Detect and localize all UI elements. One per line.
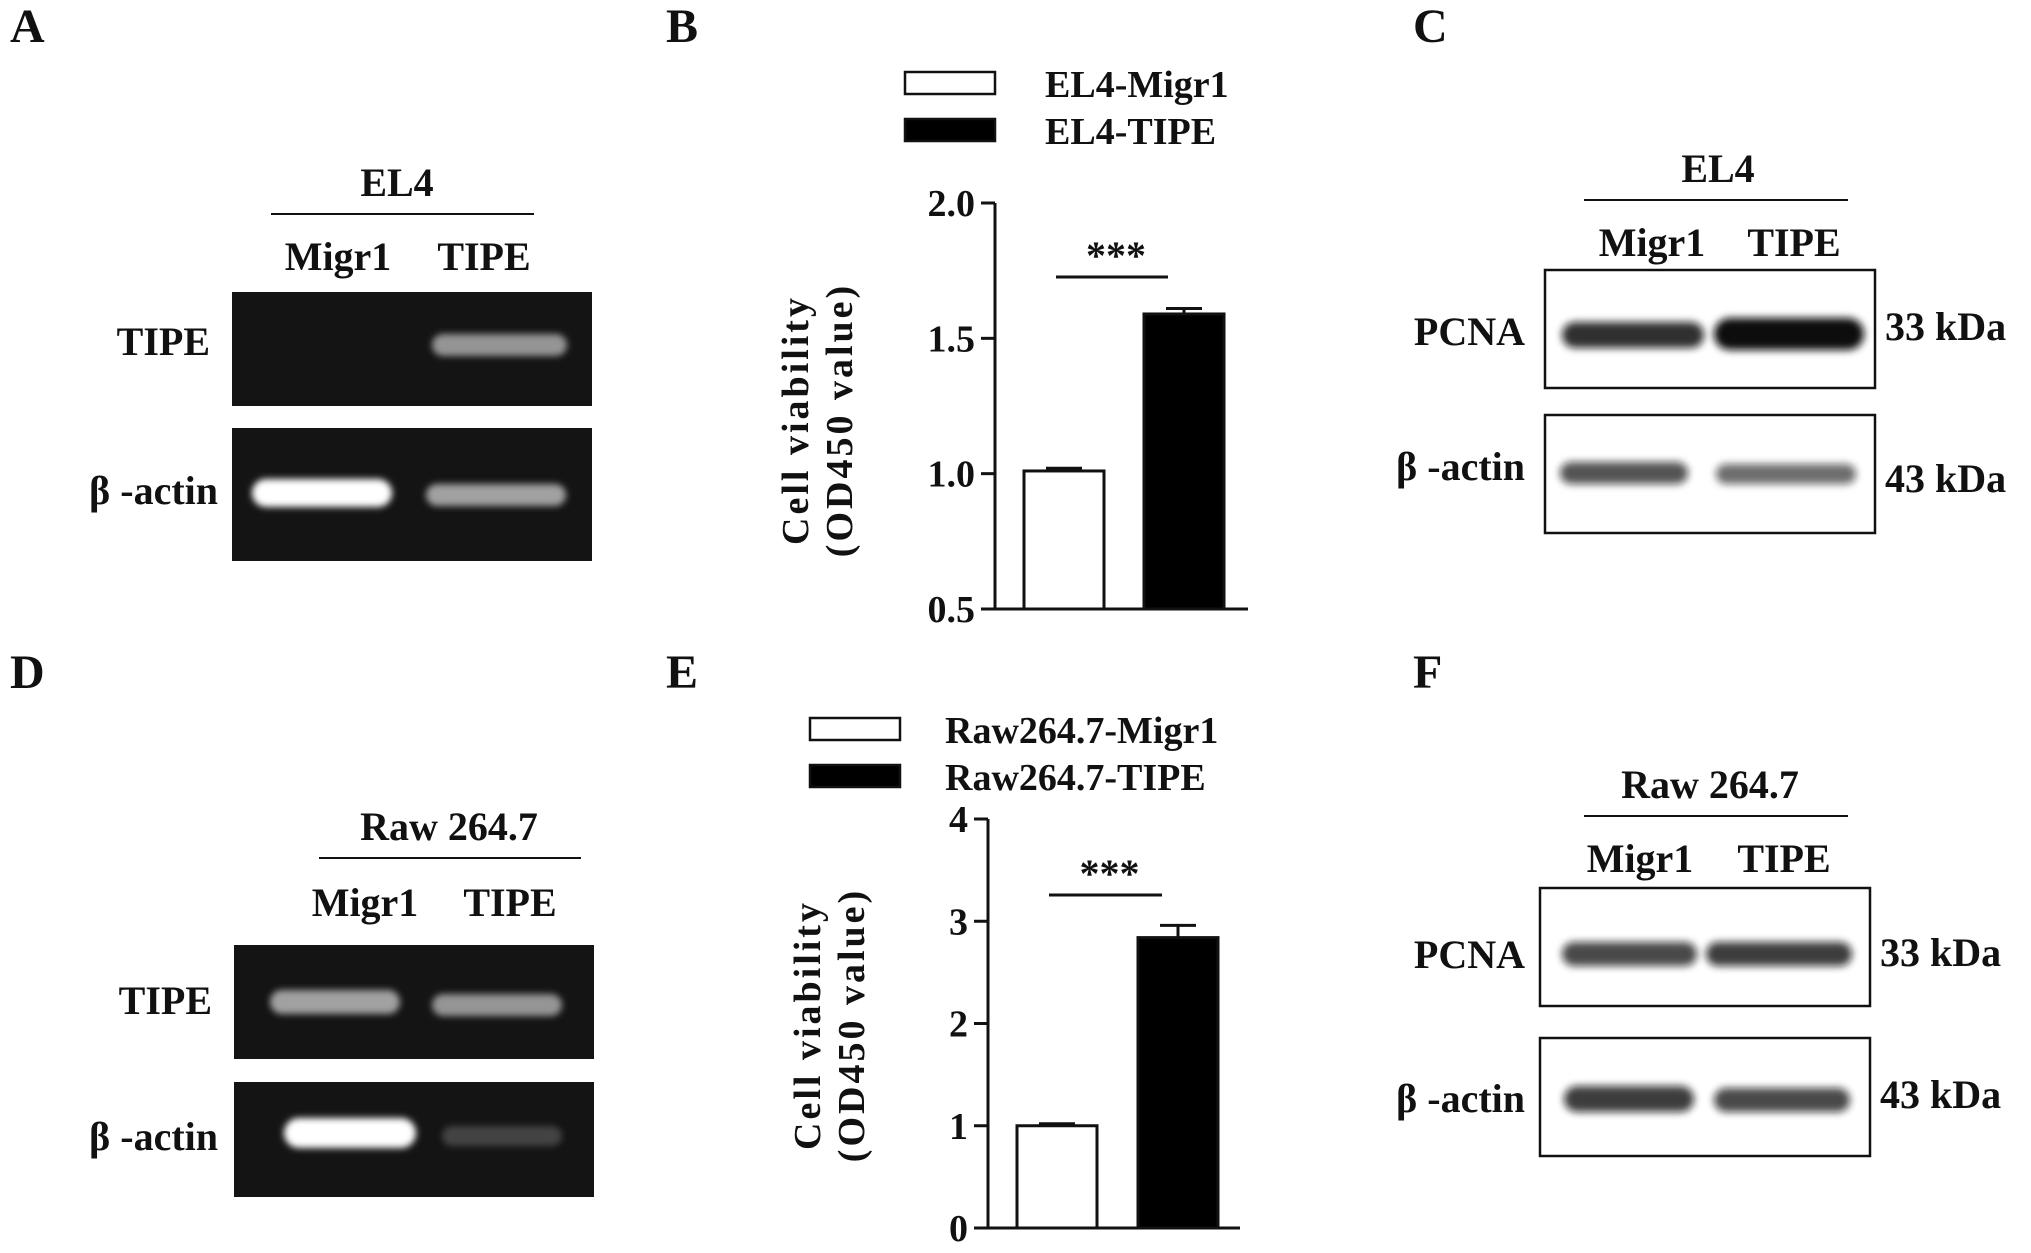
gel-a-lane-label-2: TIPE	[437, 234, 530, 279]
y-axis-label: (OD450 value)	[819, 283, 861, 557]
bar	[1015, 1124, 1099, 1230]
blot-f-row-label-2: β -actin	[1396, 1076, 1525, 1121]
gel-a-band-2-1	[252, 479, 392, 507]
legend-swatch	[808, 763, 902, 789]
blot-f-lane-label-2: TIPE	[1737, 836, 1830, 881]
panel-letter-a: A	[10, 0, 45, 53]
y-axis-label: Cell viability	[787, 900, 829, 1150]
bar	[1022, 469, 1106, 611]
gel-a-band-1-2	[432, 334, 567, 356]
y-tick-label: 4	[949, 799, 968, 841]
y-tick-label: 0	[949, 1208, 968, 1250]
gel-a-band-2-2	[426, 484, 566, 506]
blot-c-row-label-1: PCNA	[1414, 309, 1525, 354]
gel-a-header: EL4	[360, 160, 433, 205]
gel-d-band-1-2	[432, 994, 562, 1016]
blot-f-row-label-1: PCNA	[1414, 932, 1525, 977]
y-tick-label: 1.0	[928, 454, 976, 496]
chart-e: E Raw264.7-Migr1 Raw264.7-TIPE 0 1 2 3 4 Cell vi…	[666, 646, 1240, 1250]
gel-a-band-1-1	[252, 332, 387, 356]
panel-a: A EL4 Migr1 TIPE TIPE β -actin	[10, 0, 592, 561]
gel-d-row-label-1: TIPE	[119, 978, 212, 1023]
y-tick-label: 1.5	[928, 318, 976, 360]
gel-d-band-2-2	[442, 1126, 562, 1146]
significance-label: ***	[1080, 851, 1140, 896]
blot-c-band-2-2	[1716, 464, 1856, 484]
panel-c: C EL4 Migr1 TIPE PCNA 33 kDa β -actin 43…	[1396, 0, 2006, 535]
gel-d-row-label-2: β -actin	[89, 1114, 218, 1159]
significance-label: ***	[1086, 233, 1146, 278]
y-tick-label: 2	[949, 1004, 968, 1046]
legend-label: EL4-TIPE	[1045, 111, 1216, 153]
panel-letter-f: F	[1413, 646, 1442, 699]
gel-d-lane-label-1: Migr1	[312, 880, 419, 925]
y-tick-label: 2.0	[928, 183, 976, 225]
y-tick-label: 1	[949, 1106, 968, 1148]
blot-c-size-1: 33 kDa	[1885, 304, 2006, 349]
blot-f-lane-label-1: Migr1	[1587, 836, 1694, 881]
panel-f: F Raw 264.7 Migr1 TIPE PCNA 33 kDa β -ac…	[1396, 646, 2001, 1158]
y-tick-label: 0.5	[928, 589, 976, 631]
gel-d-band-2-1	[284, 1118, 416, 1148]
panel-letter-d: D	[10, 646, 45, 699]
blot-f-band-1-1	[1562, 942, 1697, 966]
panel-letter-c: C	[1413, 0, 1448, 53]
blot-c-band-1-2	[1714, 318, 1864, 350]
legend-label: Raw264.7-Migr1	[945, 710, 1218, 752]
legend-swatch	[903, 70, 997, 96]
gel-a-lane-label-1: Migr1	[285, 234, 392, 279]
legend-swatch	[808, 716, 902, 742]
panel-d: D Raw 264.7 Migr1 TIPE TIPE β -actin	[10, 646, 594, 1197]
blot-f-band-2-2	[1714, 1088, 1850, 1112]
legend-label: Raw264.7-TIPE	[945, 757, 1206, 799]
bar	[1142, 312, 1226, 611]
panel-letter-b: B	[666, 0, 698, 53]
blot-c-header: EL4	[1681, 146, 1754, 191]
blot-f-size-2: 43 kDa	[1880, 1072, 2001, 1117]
blot-c-row-label-2: β -actin	[1396, 444, 1525, 489]
y-axis-label: (OD450 value)	[831, 888, 873, 1162]
gel-d-header: Raw 264.7	[360, 804, 538, 849]
y-tick-label: 3	[949, 901, 968, 943]
gel-d-band-1-1	[270, 990, 400, 1014]
chart-b: B EL4-Migr1 EL4-TIPE 0.5 1.0 1.5 2.0 Cell viabi…	[666, 0, 1248, 631]
blot-c-lane-label-2: TIPE	[1747, 220, 1840, 265]
gel-d-lane-label-2: TIPE	[463, 880, 556, 925]
blot-f-size-1: 33 kDa	[1880, 930, 2001, 975]
gel-a-row-label-1: TIPE	[117, 319, 210, 364]
gel-a-row-label-2: β -actin	[89, 468, 218, 513]
legend-label: EL4-Migr1	[1045, 64, 1229, 106]
panel-letter-e: E	[666, 646, 698, 699]
blot-f-band-2-1	[1564, 1086, 1694, 1112]
blot-c-lane-label-1: Migr1	[1599, 220, 1706, 265]
blot-c-size-2: 43 kDa	[1885, 456, 2006, 501]
blot-c-band-1-1	[1562, 322, 1704, 348]
blot-f-band-1-2	[1706, 942, 1852, 966]
bar	[1136, 936, 1220, 1230]
blot-c-band-2-1	[1560, 462, 1688, 484]
legend-swatch	[903, 117, 997, 143]
y-axis-label: Cell viability	[775, 295, 817, 545]
blot-f-header: Raw 264.7	[1621, 762, 1799, 807]
